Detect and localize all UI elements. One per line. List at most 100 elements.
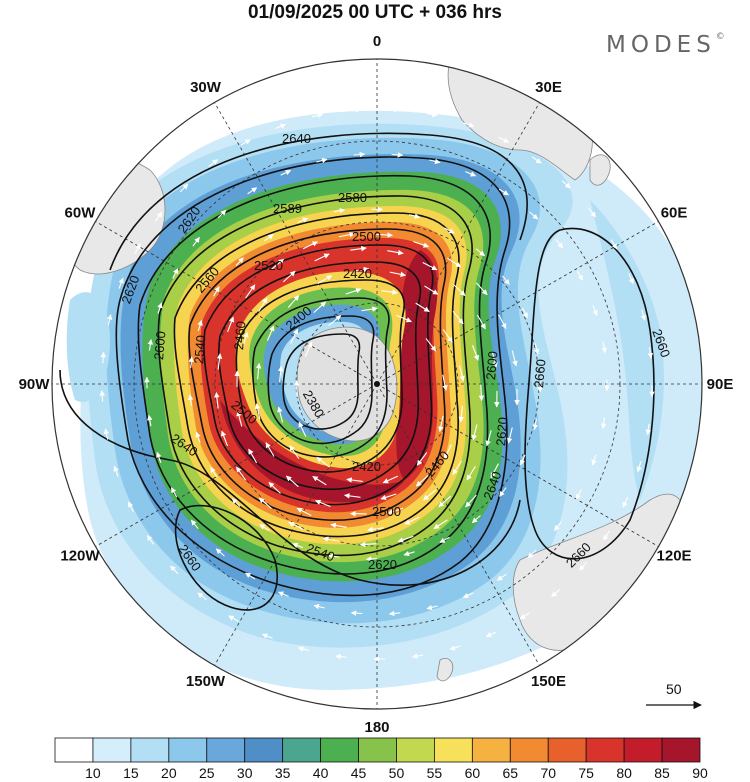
wind-arrow	[297, 217, 309, 224]
wind-arrow	[245, 284, 256, 299]
colorbar-swatch	[358, 737, 397, 763]
longitude-label: 180	[364, 719, 389, 736]
wind-arrow	[600, 417, 607, 430]
contour-2620	[115, 156, 511, 597]
wind-arrow	[312, 475, 327, 486]
wind-arrow	[408, 213, 421, 219]
wind-arrow	[245, 572, 256, 580]
reference-vector-label: 50	[666, 681, 682, 697]
colorbar-label: 40	[313, 765, 329, 781]
brand-logo: MODES©	[606, 32, 725, 58]
wind-arrow	[458, 365, 465, 382]
wind-arrow	[433, 519, 448, 530]
meridian-line	[376, 383, 540, 666]
colorbar-label: 90	[692, 765, 708, 781]
colorbar-label: 75	[578, 765, 594, 781]
wind-arrow	[214, 391, 220, 409]
colorbar: 10 15 20 25 30 35 40 45 50 55 60 65 70 75 80 85 90	[54, 737, 708, 781]
wind-arrow	[397, 535, 414, 543]
wind-arrow	[452, 460, 462, 475]
wind-arrow	[490, 463, 499, 479]
contour-label: 2520	[254, 258, 283, 273]
longitude-label: 60W	[65, 205, 97, 222]
wind-arrow	[411, 653, 424, 659]
wind-arrow	[264, 234, 274, 242]
wind-arrow	[404, 516, 420, 525]
wind-arrow	[188, 356, 195, 369]
wind-vectors	[99, 106, 655, 662]
wind-arrow	[380, 493, 397, 501]
shade-band-90-south	[220, 400, 405, 503]
wind-arrow	[522, 307, 528, 319]
colorbar-label: 60	[465, 765, 481, 781]
colorbar-label: 20	[161, 765, 177, 781]
colorbar-swatch	[585, 737, 625, 763]
wind-arrow	[640, 309, 647, 321]
wind-arrow	[349, 107, 362, 113]
colorbar-label: 65	[503, 765, 519, 781]
wind-arrow	[197, 592, 207, 601]
land-madagascar	[589, 154, 611, 186]
wind-arrow	[350, 245, 367, 252]
contour-label: 2460	[231, 320, 248, 350]
wind-arrow	[208, 159, 219, 167]
wind-arrow	[258, 297, 268, 312]
wind-arrow	[187, 394, 194, 406]
colorbar-swatch	[130, 737, 170, 763]
wind-arrow	[215, 548, 225, 557]
contour-label: 2589	[273, 201, 302, 216]
wind-arrow	[297, 646, 310, 652]
wind-arrow	[527, 549, 537, 559]
contour-2540	[188, 228, 447, 521]
colorbar-swatch	[206, 737, 246, 763]
wind-arrow	[439, 536, 450, 544]
wind-arrow	[99, 390, 105, 402]
wind-arrow	[389, 271, 406, 278]
wind-arrow	[579, 561, 588, 571]
colorbar-label: 80	[616, 765, 632, 781]
wind-arrow	[645, 423, 651, 436]
wind-arrow	[266, 325, 275, 341]
wind-arrow	[453, 284, 466, 297]
wind-arrow	[426, 111, 438, 118]
wind-arrow	[346, 477, 363, 483]
wind-arrow	[338, 231, 356, 238]
wind-arrow	[311, 112, 324, 119]
wind-arrow	[287, 295, 300, 308]
wind-arrow	[352, 266, 370, 273]
contour-label: 2620	[368, 557, 397, 572]
contour-2640-south	[59, 369, 521, 586]
south-pole-marker	[374, 381, 380, 387]
colorbar-swatch	[547, 737, 587, 763]
longitude-label: 150E	[531, 673, 566, 690]
meridian-line	[95, 383, 378, 547]
wind-arrow	[103, 428, 110, 440]
wind-arrow	[511, 350, 518, 367]
contour-label: 2500	[352, 229, 381, 244]
wind-arrow	[197, 319, 203, 332]
contour-label: 2580	[338, 190, 367, 205]
wind-arrow	[532, 418, 539, 431]
wind-arrow	[315, 499, 331, 508]
wind-arrow	[520, 454, 526, 466]
wind-arrow	[127, 501, 134, 512]
wind-arrow	[458, 405, 465, 423]
wind-arrow	[502, 275, 510, 285]
wind-arrow	[147, 338, 154, 351]
wind-arrow	[335, 653, 347, 660]
wind-arrow	[316, 157, 328, 164]
wind-arrow	[195, 431, 201, 443]
wind-arrow	[561, 180, 571, 189]
wind-arrow	[415, 475, 429, 487]
meridian-line	[214, 102, 378, 385]
wind-arrow	[416, 452, 428, 466]
copyright-mark: ©	[715, 32, 725, 42]
contour-2600	[137, 174, 491, 575]
wind-arrow	[213, 286, 220, 297]
wind-arrow	[146, 535, 155, 545]
reference-vector: 50	[646, 681, 702, 710]
wind-arrow	[506, 427, 513, 444]
wind-arrow	[426, 604, 438, 611]
wind-arrow	[429, 158, 441, 165]
contour-2420	[252, 297, 390, 458]
